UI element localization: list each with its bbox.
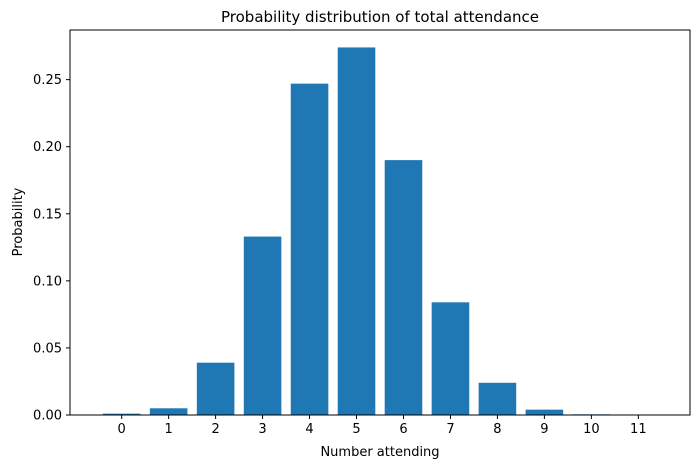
bar-7 [431,302,470,415]
y-axis-label: Probability [11,187,26,256]
y-tick-label: 0.25 [33,73,62,88]
bar-0 [102,413,141,415]
bar-4 [290,83,329,415]
x-tick-label: 2 [211,422,219,437]
y-tick-label: 0.05 [33,341,62,356]
x-tick-label: 0 [118,422,126,437]
x-tick-label: 7 [446,422,454,437]
x-tick-label: 1 [164,422,172,437]
x-tick-label: 5 [352,422,360,437]
x-tick-label: 9 [540,422,548,437]
bar-5 [337,47,376,415]
bar-1 [149,408,188,415]
x-tick-label: 11 [630,422,647,437]
x-axis-label: Number attending [320,445,439,460]
y-axis: 0.00 0.05 0.10 0.15 0.20 0.25 [33,73,70,424]
bar-6 [384,160,423,415]
x-tick-label: 6 [399,422,407,437]
x-axis: 0 1 2 3 4 5 6 7 8 9 10 11 [118,415,647,437]
plot-area [102,47,658,416]
x-tick-label: 4 [305,422,313,437]
y-tick-label: 0.20 [33,140,62,155]
chart-title: Probability distribution of total attend… [221,8,539,26]
x-tick-label: 8 [493,422,501,437]
x-tick-label: 3 [258,422,266,437]
bar-2 [196,362,235,415]
x-tick-label: 10 [583,422,600,437]
bar-9 [525,409,564,415]
plot-frame [69,29,691,416]
y-tick-label: 0.00 [33,409,62,424]
y-tick-label: 0.10 [33,274,62,289]
y-tick-label: 0.15 [33,207,62,222]
bar-3 [243,236,282,415]
bar-8 [478,382,517,415]
